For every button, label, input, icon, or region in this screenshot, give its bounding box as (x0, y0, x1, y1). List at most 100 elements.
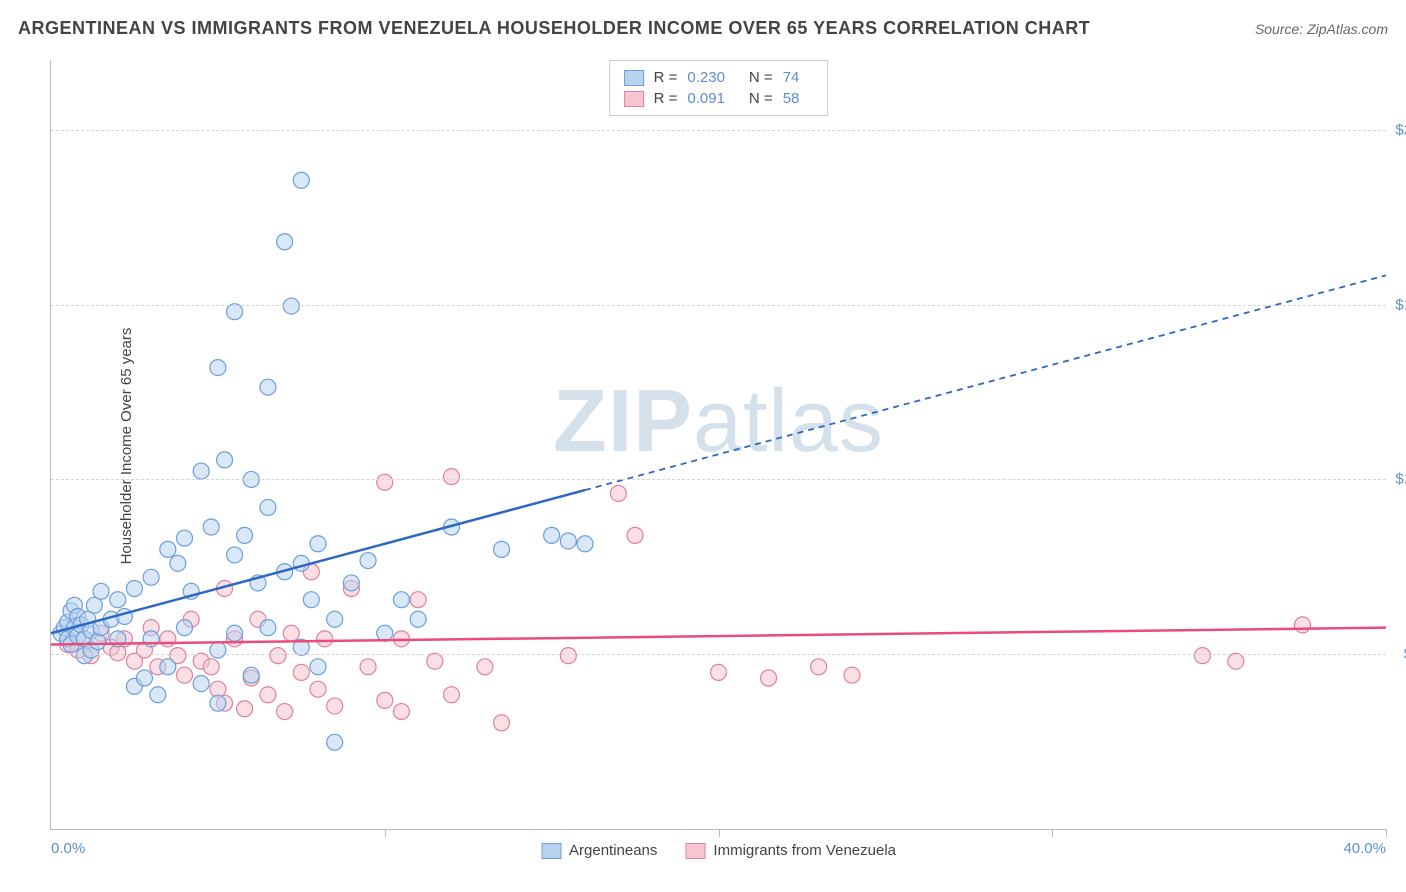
data-point (1295, 617, 1311, 633)
data-point (210, 695, 226, 711)
data-point (177, 530, 193, 546)
data-point (444, 687, 460, 703)
data-point (410, 611, 426, 627)
data-point (143, 569, 159, 585)
data-point (126, 581, 142, 597)
y-tick-label: $250,000 (1395, 121, 1406, 138)
data-point (270, 648, 286, 664)
y-tick-label: $187,500 (1395, 296, 1406, 313)
data-point (811, 659, 827, 675)
data-point (544, 527, 560, 543)
gridline-h (51, 479, 1386, 480)
data-point (1228, 653, 1244, 669)
data-point (560, 533, 576, 549)
data-point (360, 659, 376, 675)
data-point (610, 485, 626, 501)
data-point (243, 667, 259, 683)
x-tick (1386, 829, 1387, 837)
gridline-h (51, 654, 1386, 655)
data-point (277, 234, 293, 250)
data-point (293, 664, 309, 680)
trend-line-dashed (585, 275, 1386, 490)
data-point (150, 687, 166, 703)
data-point (227, 304, 243, 320)
data-point (444, 469, 460, 485)
data-point (343, 575, 359, 591)
data-point (203, 519, 219, 535)
data-point (193, 463, 209, 479)
data-point (310, 659, 326, 675)
data-point (761, 670, 777, 686)
data-point (327, 698, 343, 714)
data-point (170, 555, 186, 571)
data-point (203, 659, 219, 675)
source-label: Source: ZipAtlas.com (1255, 21, 1388, 37)
data-point (160, 659, 176, 675)
data-point (210, 360, 226, 376)
data-point (177, 667, 193, 683)
data-point (1194, 648, 1210, 664)
data-point (110, 592, 126, 608)
data-point (177, 620, 193, 636)
x-tick (1052, 829, 1053, 837)
data-point (160, 541, 176, 557)
data-point (237, 701, 253, 717)
data-point (477, 659, 493, 675)
legend-row-argentineans: R = 0.230 N = 74 (624, 67, 814, 88)
data-point (560, 648, 576, 664)
data-point (227, 547, 243, 563)
swatch-argentineans (624, 70, 644, 86)
data-point (327, 611, 343, 627)
data-point (494, 541, 510, 557)
data-point (193, 676, 209, 692)
data-point (90, 634, 106, 650)
data-point (260, 620, 276, 636)
data-point (377, 692, 393, 708)
data-point (293, 172, 309, 188)
gridline-h (51, 305, 1386, 306)
data-point (210, 642, 226, 658)
data-point (93, 583, 109, 599)
data-point (237, 527, 253, 543)
data-point (260, 379, 276, 395)
x-axis-max-label: 40.0% (1343, 840, 1386, 857)
data-point (577, 536, 593, 552)
chart-title: ARGENTINEAN VS IMMIGRANTS FROM VENEZUELA… (18, 18, 1090, 39)
data-point (494, 715, 510, 731)
data-point (317, 631, 333, 647)
data-point (217, 452, 233, 468)
legend-correlation: R = 0.230 N = 74 R = 0.091 N = 58 (609, 60, 829, 116)
x-tick (385, 829, 386, 837)
swatch-argentineans-icon (541, 843, 561, 859)
gridline-h (51, 130, 1386, 131)
title-bar: ARGENTINEAN VS IMMIGRANTS FROM VENEZUELA… (18, 18, 1388, 39)
data-point (283, 298, 299, 314)
data-point (377, 625, 393, 641)
data-point (327, 734, 343, 750)
trend-line-solid (51, 490, 585, 633)
legend-item-argentineans: Argentineans (541, 842, 657, 859)
data-point (393, 592, 409, 608)
data-point (310, 681, 326, 697)
swatch-venezuela (624, 91, 644, 107)
data-point (410, 592, 426, 608)
data-point (303, 592, 319, 608)
plot-area: ZIPatlas R = 0.230 N = 74 R = 0.091 N = … (50, 60, 1386, 830)
data-point (160, 631, 176, 647)
data-point (260, 687, 276, 703)
data-point (393, 704, 409, 720)
data-point (360, 553, 376, 569)
data-point (136, 670, 152, 686)
data-point (293, 555, 309, 571)
data-point (627, 527, 643, 543)
y-tick-label: $125,000 (1395, 471, 1406, 488)
data-point (310, 536, 326, 552)
data-point (427, 653, 443, 669)
chart-svg (51, 60, 1386, 829)
x-axis-min-label: 0.0% (51, 840, 85, 857)
legend-row-venezuela: R = 0.091 N = 58 (624, 88, 814, 109)
data-point (377, 474, 393, 490)
data-point (711, 664, 727, 680)
legend-series: Argentineans Immigrants from Venezuela (541, 842, 896, 859)
data-point (283, 625, 299, 641)
